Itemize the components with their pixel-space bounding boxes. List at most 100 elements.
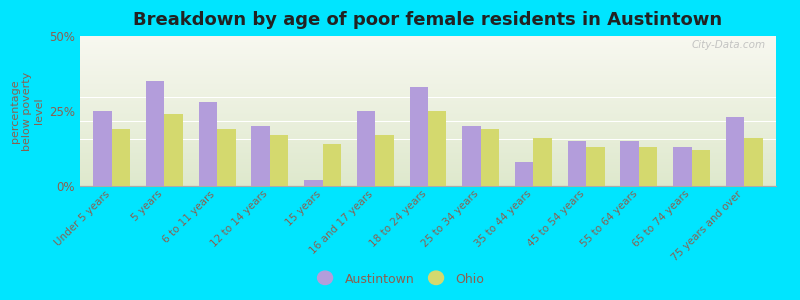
Bar: [80, 75, 776, 76]
Bar: [80, 184, 776, 186]
Bar: [80, 56, 776, 57]
Bar: [80, 148, 776, 150]
Bar: [80, 66, 776, 68]
Bar: [410, 87, 428, 186]
Bar: [80, 144, 776, 146]
Bar: [146, 81, 164, 186]
Bar: [80, 171, 776, 172]
Bar: [80, 72, 776, 74]
Bar: [80, 70, 776, 72]
Bar: [80, 60, 776, 61]
Bar: [80, 172, 776, 174]
Bar: [80, 94, 776, 96]
Bar: [80, 54, 776, 56]
Bar: [80, 124, 776, 126]
Bar: [80, 160, 776, 162]
Bar: [80, 164, 776, 165]
Bar: [80, 57, 776, 58]
Bar: [692, 150, 710, 186]
Bar: [80, 81, 776, 82]
Bar: [304, 180, 322, 186]
Bar: [80, 103, 776, 105]
Bar: [80, 74, 776, 75]
Bar: [80, 108, 776, 110]
Bar: [80, 46, 776, 48]
Bar: [80, 141, 776, 142]
Bar: [80, 106, 776, 108]
Bar: [568, 141, 586, 186]
Bar: [80, 64, 776, 66]
Bar: [80, 183, 776, 184]
Bar: [534, 138, 552, 186]
Bar: [80, 84, 776, 86]
Bar: [744, 138, 763, 186]
Bar: [673, 147, 692, 186]
Bar: [80, 182, 776, 183]
Bar: [322, 144, 341, 186]
Bar: [80, 87, 776, 88]
Bar: [80, 44, 776, 45]
Bar: [80, 76, 776, 78]
Bar: [375, 135, 394, 186]
Bar: [93, 111, 112, 186]
Bar: [270, 135, 288, 186]
Bar: [80, 154, 776, 156]
Bar: [80, 36, 776, 38]
Bar: [80, 63, 776, 64]
Bar: [80, 52, 776, 54]
Bar: [80, 80, 776, 81]
Bar: [80, 177, 776, 178]
Bar: [80, 102, 776, 104]
Bar: [80, 112, 776, 114]
Bar: [80, 69, 776, 70]
Bar: [80, 135, 776, 136]
Bar: [80, 98, 776, 99]
Bar: [80, 156, 776, 158]
Bar: [80, 178, 776, 180]
Bar: [80, 120, 776, 122]
Bar: [198, 102, 217, 186]
Bar: [80, 39, 776, 40]
Bar: [80, 136, 776, 138]
Bar: [80, 130, 776, 132]
Bar: [80, 159, 776, 160]
Bar: [639, 147, 658, 186]
Bar: [80, 99, 776, 100]
Bar: [80, 118, 776, 120]
Bar: [80, 105, 776, 106]
Bar: [357, 111, 375, 186]
Bar: [80, 147, 776, 148]
Bar: [80, 40, 776, 42]
Bar: [80, 168, 776, 170]
Bar: [80, 140, 776, 141]
Bar: [80, 176, 776, 177]
Legend: Austintown, Ohio: Austintown, Ohio: [310, 268, 490, 291]
Bar: [80, 167, 776, 168]
Bar: [80, 146, 776, 147]
Y-axis label: percentage
below poverty
level: percentage below poverty level: [10, 71, 43, 151]
Bar: [462, 126, 481, 186]
Bar: [80, 162, 776, 164]
Bar: [80, 169, 776, 171]
Bar: [80, 123, 776, 124]
Bar: [80, 51, 776, 52]
Title: Breakdown by age of poor female residents in Austintown: Breakdown by age of poor female resident…: [134, 11, 722, 29]
Bar: [80, 129, 776, 130]
Bar: [80, 165, 776, 166]
Bar: [80, 68, 776, 69]
Bar: [112, 129, 130, 186]
Bar: [80, 134, 776, 135]
Bar: [80, 92, 776, 93]
Bar: [80, 114, 776, 116]
Bar: [164, 114, 183, 186]
Bar: [80, 82, 776, 84]
Bar: [80, 88, 776, 90]
Bar: [80, 90, 776, 92]
Bar: [80, 132, 776, 134]
Bar: [80, 58, 776, 60]
Bar: [80, 100, 776, 102]
Bar: [80, 93, 776, 94]
Text: City-Data.com: City-Data.com: [691, 40, 766, 50]
Bar: [251, 126, 270, 186]
Bar: [80, 153, 776, 154]
